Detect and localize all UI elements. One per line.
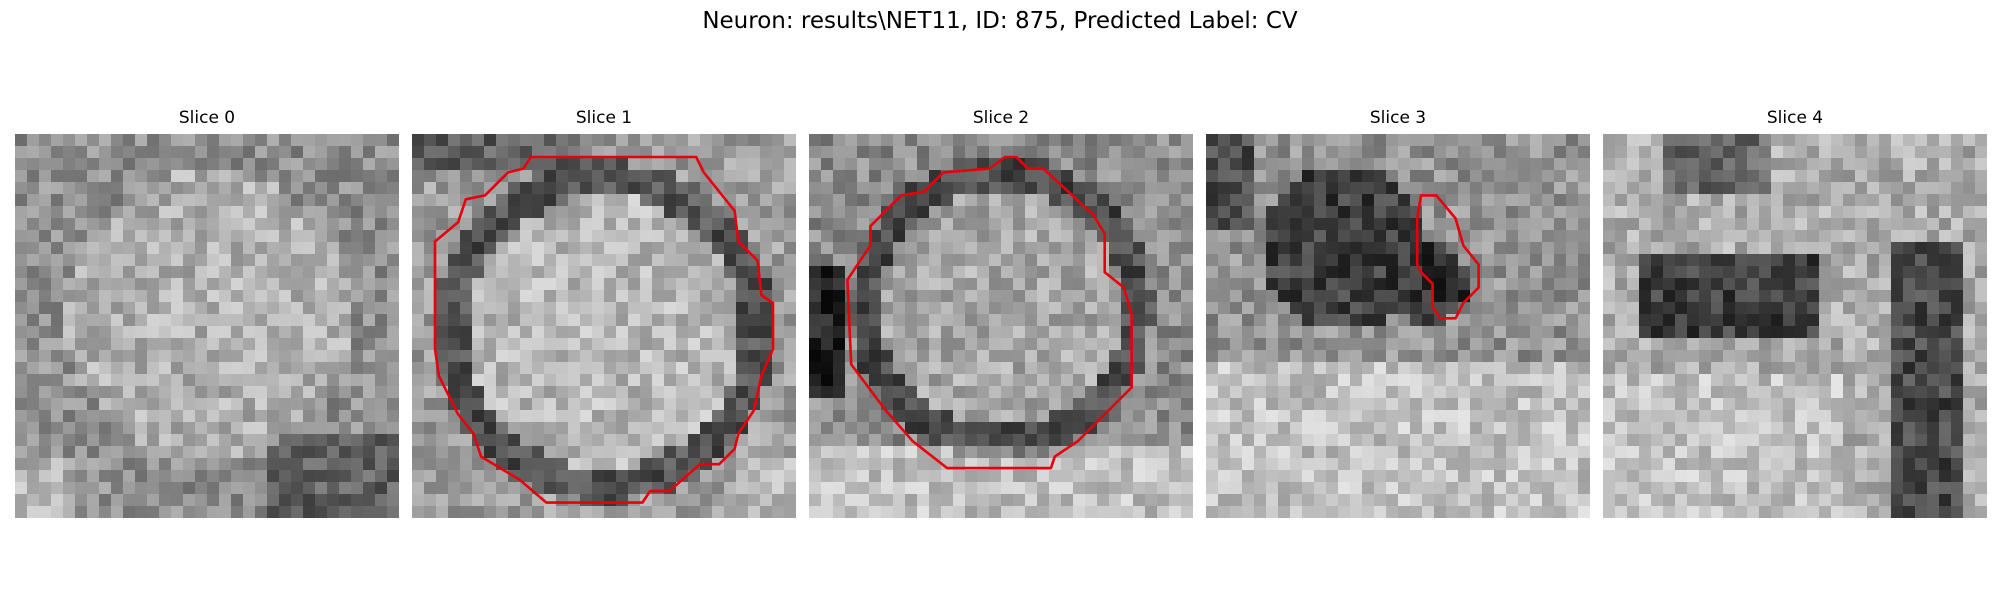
slice-panel-4: Slice 4 [1603, 108, 1987, 518]
slice-3-contour [1415, 194, 1480, 320]
slice-4-image [1603, 134, 1987, 518]
slice-0-image [15, 134, 399, 518]
slice-1-image [412, 134, 796, 518]
slice-panel-2: Slice 2 [809, 108, 1193, 518]
figure-title: Neuron: results\NET11, ID: 875, Predicte… [702, 8, 1298, 34]
slice-1-contour [433, 155, 775, 504]
slice-0-title: Slice 0 [178, 108, 236, 128]
slice-3-image [1206, 134, 1590, 518]
slice-2-title: Slice 2 [972, 108, 1030, 128]
slice-panel-1: Slice 1 [412, 108, 796, 518]
slice-4-title: Slice 4 [1766, 108, 1824, 128]
slice-panel-3: Slice 3 [1206, 108, 1590, 518]
slice-1-title: Slice 1 [575, 108, 633, 128]
slice-2-image [809, 134, 1193, 518]
slice-3-title: Slice 3 [1369, 108, 1427, 128]
slice-panel-0: Slice 0 [15, 108, 399, 518]
slice-2-contour [846, 155, 1133, 470]
